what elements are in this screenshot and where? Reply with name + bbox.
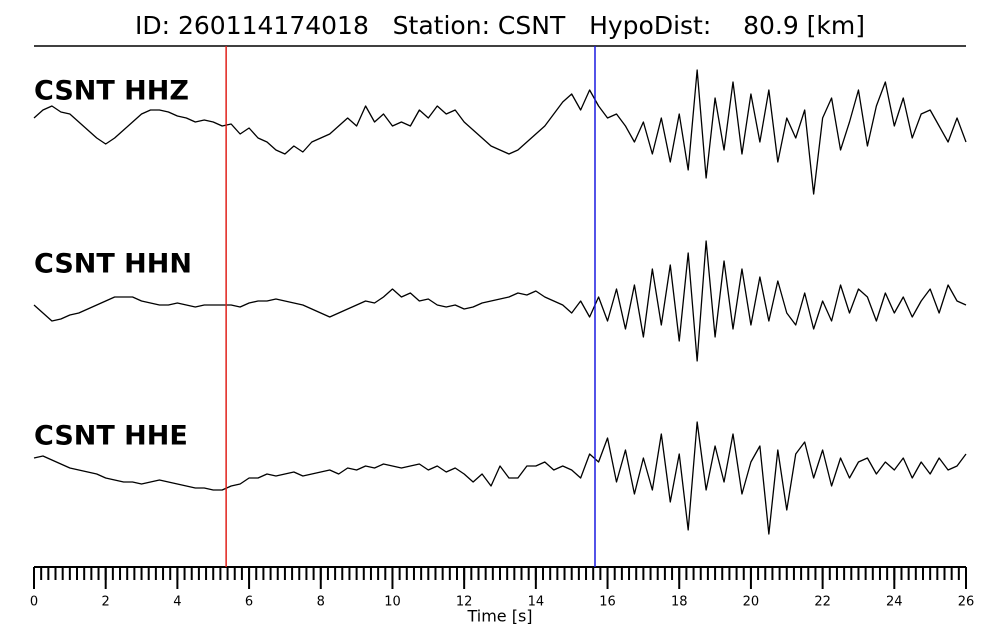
x-axis-label: Time [s]	[466, 607, 532, 626]
trace-label: CSNT HHE	[34, 421, 188, 452]
waveform	[33, 421, 967, 535]
x-tick-label: 2	[102, 595, 110, 610]
waveform	[33, 240, 967, 362]
x-tick-label: 6	[245, 595, 253, 610]
x-tick-label: 14	[528, 595, 545, 610]
trace-label: CSNT HHZ	[34, 76, 189, 107]
x-tick-label: 4	[173, 595, 181, 610]
x-tick-label: 0	[30, 595, 38, 610]
x-tick-label: 18	[671, 595, 688, 610]
x-tick-label: 8	[317, 595, 325, 610]
x-tick-label: 10	[384, 595, 401, 610]
chart-title: ID: 260114174018 Station: CSNT HypoDist:…	[135, 11, 865, 40]
x-tick-label: 12	[456, 595, 473, 610]
x-tick-label: 16	[599, 595, 616, 610]
x-tick-label: 22	[814, 595, 831, 610]
x-tick-label: 20	[743, 595, 760, 610]
trace-label: CSNT HHN	[34, 249, 192, 280]
x-tick-label: 26	[958, 595, 975, 610]
x-tick-label: 24	[886, 595, 903, 610]
waveform	[33, 69, 967, 195]
